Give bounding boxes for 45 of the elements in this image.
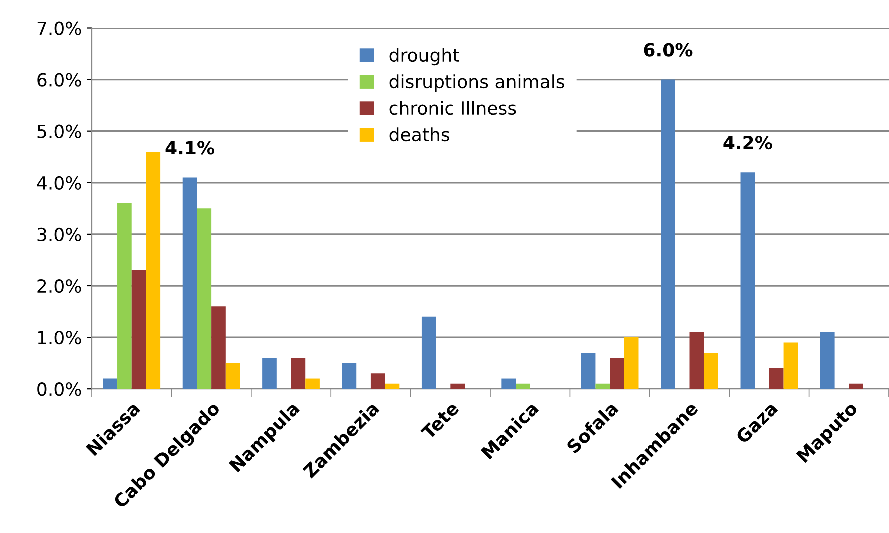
bar: [740, 172, 756, 390]
bar: [450, 384, 465, 390]
bar: [212, 306, 226, 390]
bar: [182, 178, 198, 390]
bar: [103, 378, 118, 390]
bar: [581, 353, 596, 390]
y-tick-label: 6.0%: [38, 73, 82, 87]
data-label: 6.0%: [644, 43, 693, 57]
bar: [784, 342, 798, 390]
bar: [661, 80, 676, 390]
bar: [704, 353, 718, 390]
data-label: 4.1%: [166, 141, 215, 155]
bar: [291, 358, 306, 390]
y-tick-label: 5.0%: [38, 124, 82, 138]
bar: [516, 384, 530, 390]
bar: [502, 378, 516, 390]
bar: [146, 152, 161, 390]
bar: [624, 338, 639, 390]
bar: [849, 384, 864, 390]
y-tick-label: 2.0%: [38, 279, 82, 294]
bar: [769, 368, 784, 390]
bar: [385, 384, 400, 390]
y-tick-label: 3.0%: [38, 228, 82, 242]
bar: [820, 332, 835, 390]
legend-label: chronic Illness: [390, 101, 516, 116]
bar: [306, 378, 320, 390]
legend-label: drought: [390, 48, 460, 66]
bar: [132, 270, 146, 390]
bar: [262, 358, 277, 390]
bar: [118, 204, 132, 390]
y-tick-label: 4.0%: [37, 176, 82, 190]
y-tick-label: 1.0%: [38, 331, 82, 345]
legend-label: deaths: [390, 128, 450, 142]
bar: [610, 358, 624, 390]
bar: [197, 208, 212, 390]
bar: [342, 363, 357, 390]
legend-label: disruptions animals: [390, 74, 564, 92]
bar: [370, 374, 386, 390]
y-tick-label: 7.0%: [38, 22, 82, 36]
y-tick-label: 0.0%: [38, 382, 82, 396]
data-label: 4.2%: [724, 136, 772, 150]
bar: [226, 363, 240, 390]
bar: [690, 332, 704, 390]
bar: [596, 384, 610, 390]
bar: [422, 316, 436, 390]
